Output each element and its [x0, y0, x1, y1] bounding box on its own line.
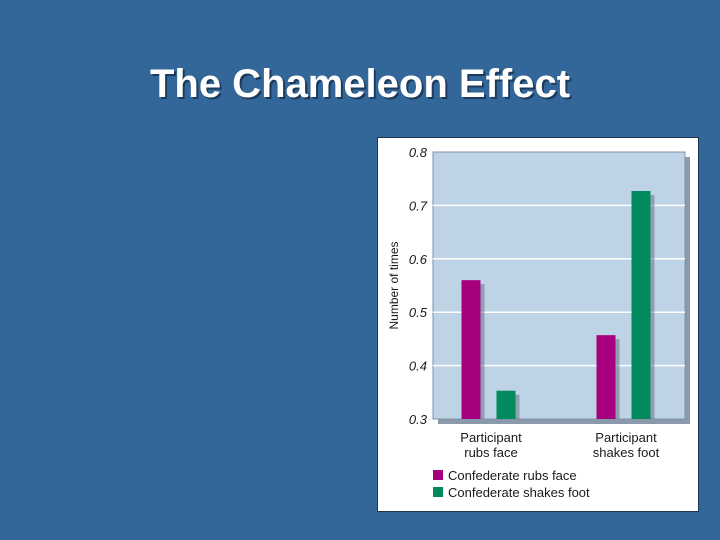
y-axis-label: Number of times	[387, 241, 401, 329]
legend-label: Confederate rubs face	[448, 468, 577, 483]
category-label: Participant	[460, 430, 522, 445]
bar-rubs-face	[596, 335, 616, 419]
bar-shakes-foot	[631, 190, 651, 419]
y-tick-label: 0.7	[409, 198, 428, 213]
chart-figure: 0.3 0.4 0.5 0.6 0.7 0.8 Number of times Partici…	[377, 137, 699, 512]
bar-chart: 0.3 0.4 0.5 0.6 0.7 0.8 Number of times Partici…	[387, 145, 690, 500]
category-label: rubs face	[464, 445, 517, 460]
bar-shakes-foot	[496, 390, 516, 419]
y-tick-label: 0.5	[409, 305, 428, 320]
legend-label: Confederate shakes foot	[448, 485, 590, 500]
y-tick-label: 0.6	[409, 252, 428, 267]
y-tick-label: 0.3	[409, 412, 428, 427]
category-label: shakes foot	[593, 445, 660, 460]
category-label: Participant	[595, 430, 657, 445]
y-tick-label: 0.8	[409, 145, 428, 160]
slide-title: The Chameleon Effect	[149, 62, 571, 106]
bar-rubs-face	[461, 280, 481, 419]
legend-swatch	[433, 487, 443, 497]
y-tick-label: 0.4	[409, 359, 427, 374]
legend-swatch	[433, 470, 443, 480]
